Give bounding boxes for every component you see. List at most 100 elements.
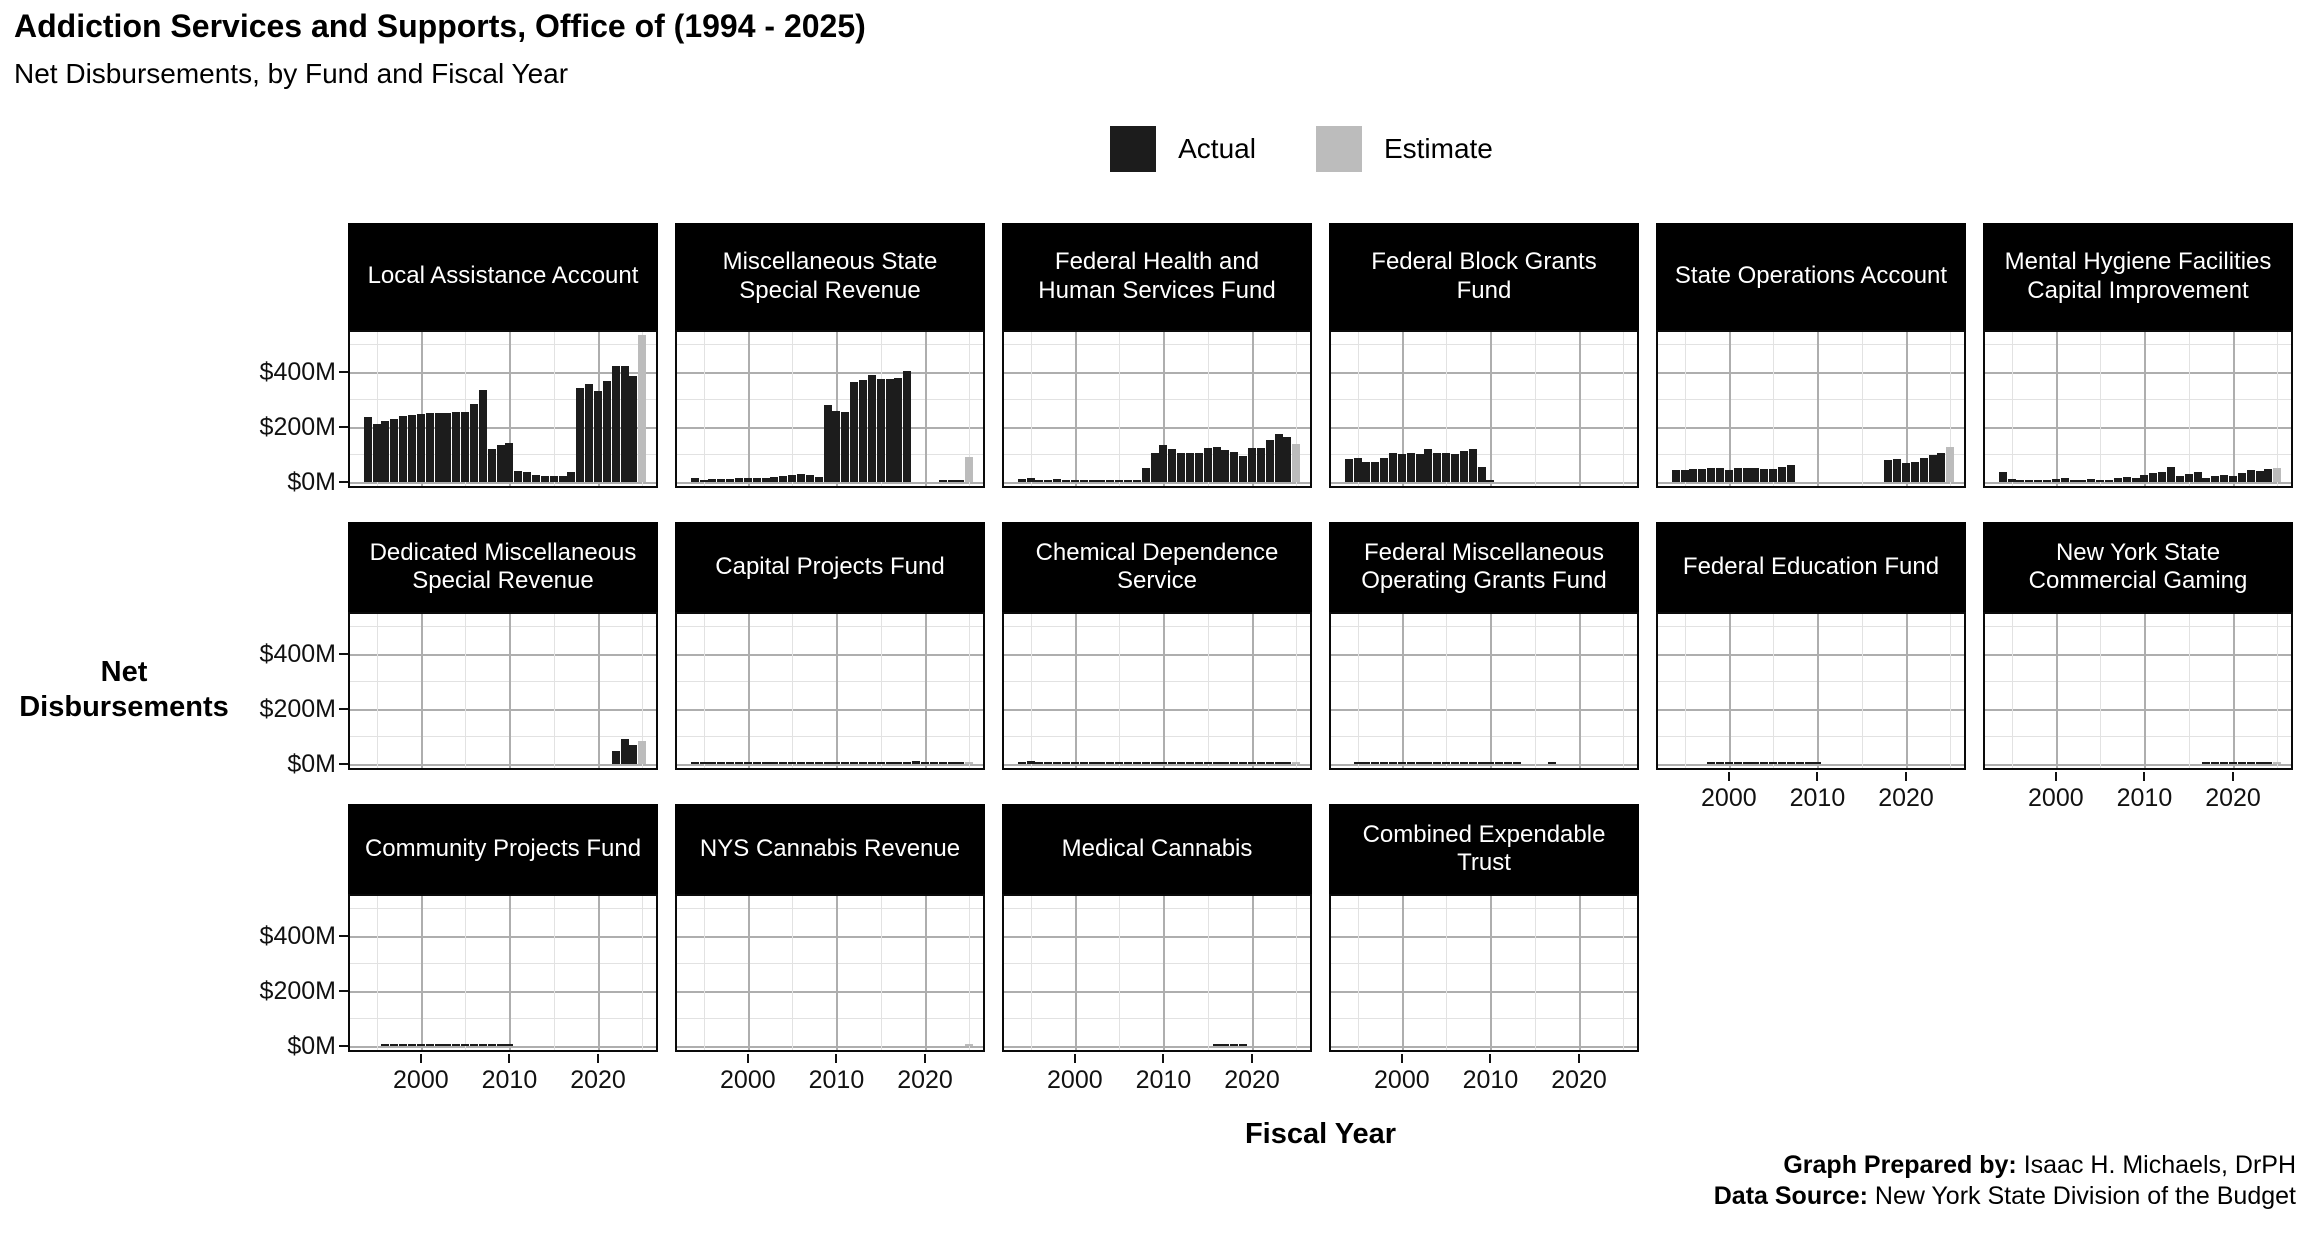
gridline (1331, 990, 1637, 993)
facet-strip-title: New York State Commercial Gaming (1983, 522, 2293, 612)
bar-actual (1141, 762, 1150, 764)
bar-actual (761, 478, 770, 482)
bar-actual (1389, 452, 1397, 482)
bar-actual (549, 475, 558, 482)
x-axis-tick-label: 2010 (1789, 784, 1846, 812)
bar-actual (2229, 475, 2237, 482)
bar-actual (1062, 762, 1070, 764)
gridline (1658, 399, 1964, 401)
gridline (553, 896, 555, 1050)
x-axis-tick-label: 2010 (1135, 1066, 1192, 1094)
gridline (1861, 614, 1863, 768)
gridline (1357, 896, 1359, 1050)
bar-actual (2202, 477, 2211, 482)
bar-actual (1017, 762, 1026, 764)
legend: Actual Estimate (348, 126, 2293, 172)
gridline (1623, 614, 1625, 768)
gridline (836, 332, 839, 486)
gridline (1331, 454, 1637, 456)
gridline (1331, 764, 1637, 766)
bar-actual (752, 762, 761, 764)
bar-actual (761, 762, 770, 764)
gridline (1252, 896, 1254, 1050)
gridline (1684, 614, 1686, 768)
bar-actual (1097, 480, 1106, 482)
bar-actual (717, 762, 726, 764)
bar-actual (1221, 762, 1230, 764)
x-axis-tick-label: 2000 (720, 1066, 776, 1094)
bar-actual (1486, 479, 1495, 482)
bar-actual (1177, 453, 1186, 482)
bar-actual (2087, 478, 2096, 482)
gridline (350, 371, 656, 374)
bar-actual (452, 412, 461, 482)
bar-actual (1053, 479, 1062, 482)
bar-actual (1203, 762, 1212, 764)
x-axis-tick-mark (2054, 772, 2057, 781)
bar-actual (1698, 468, 1707, 482)
bar-actual (1513, 762, 1521, 764)
x-axis-tick-label: 2000 (1374, 1066, 1430, 1094)
gridline (1331, 736, 1637, 738)
gridline (1030, 896, 1032, 1050)
bar-actual (2264, 468, 2273, 482)
bar-actual (1778, 466, 1786, 482)
bar-actual (788, 762, 797, 764)
caption-prepared-by-value: Isaac H. Michaels, DrPH (2023, 1151, 2296, 1179)
bar-actual (2051, 479, 2060, 482)
bar-actual (726, 479, 735, 482)
facet-strip-title: Federal Health and Human Services Fund (1002, 223, 1312, 330)
facet-panel: 2000 2010 2020 (675, 894, 985, 1094)
caption-source-value: New York State Division of the Budget (1874, 1181, 2296, 1210)
bar-actual (1053, 762, 1062, 764)
bar-actual (947, 762, 956, 764)
gridline (1534, 332, 1536, 486)
bar-actual (585, 383, 594, 482)
bar-actual (717, 478, 726, 482)
x-axis-tick-label: 2020 (1878, 784, 1934, 812)
gridline (1331, 399, 1637, 401)
bar-actual (1186, 452, 1194, 482)
bar-actual (1115, 762, 1124, 764)
gridline (1163, 896, 1166, 1050)
bar-actual (1230, 762, 1239, 764)
gridline (1985, 426, 2291, 429)
bar-actual (1044, 479, 1053, 482)
gridline (1658, 681, 1964, 683)
bar-actual (735, 478, 743, 482)
facet-panel: 2000 2010 2020 (1002, 894, 1312, 1094)
gridline (1985, 681, 2291, 683)
bar-actual (620, 739, 629, 764)
bar-actual (1230, 451, 1239, 482)
gridline (1004, 399, 1310, 401)
x-axis-tick-mark (508, 1054, 511, 1063)
gridline (1985, 626, 2291, 628)
legend-key-estimate-swatch (1315, 126, 1362, 172)
bar-actual (1097, 762, 1106, 764)
bar-actual (1124, 480, 1132, 482)
facet-strip-title: Combined Expendable Trust (1329, 804, 1639, 894)
gridline (509, 896, 512, 1050)
bar-actual (2069, 479, 2078, 482)
gridline (1119, 614, 1121, 768)
gridline (1658, 426, 1964, 429)
gridline (642, 614, 644, 768)
bar-actual (1274, 434, 1283, 482)
facet: Local Assistance Account $400M $200M $0M (260, 223, 658, 496)
bar-actual (929, 762, 938, 764)
bar-actual (620, 365, 629, 482)
bar-actual (805, 475, 814, 482)
bar-actual (532, 475, 540, 482)
gridline (1658, 708, 1964, 711)
bar-actual (399, 1044, 408, 1046)
bar-actual (947, 479, 956, 482)
bar-actual (443, 1044, 452, 1046)
facet-panel (675, 612, 985, 770)
gridline (1004, 681, 1310, 683)
x-axis-tick-mark (1251, 1054, 1253, 1063)
bar-actual (1928, 455, 1937, 482)
gridline (1004, 482, 1310, 484)
bar-actual (2237, 762, 2246, 764)
bar-actual (425, 1044, 434, 1046)
